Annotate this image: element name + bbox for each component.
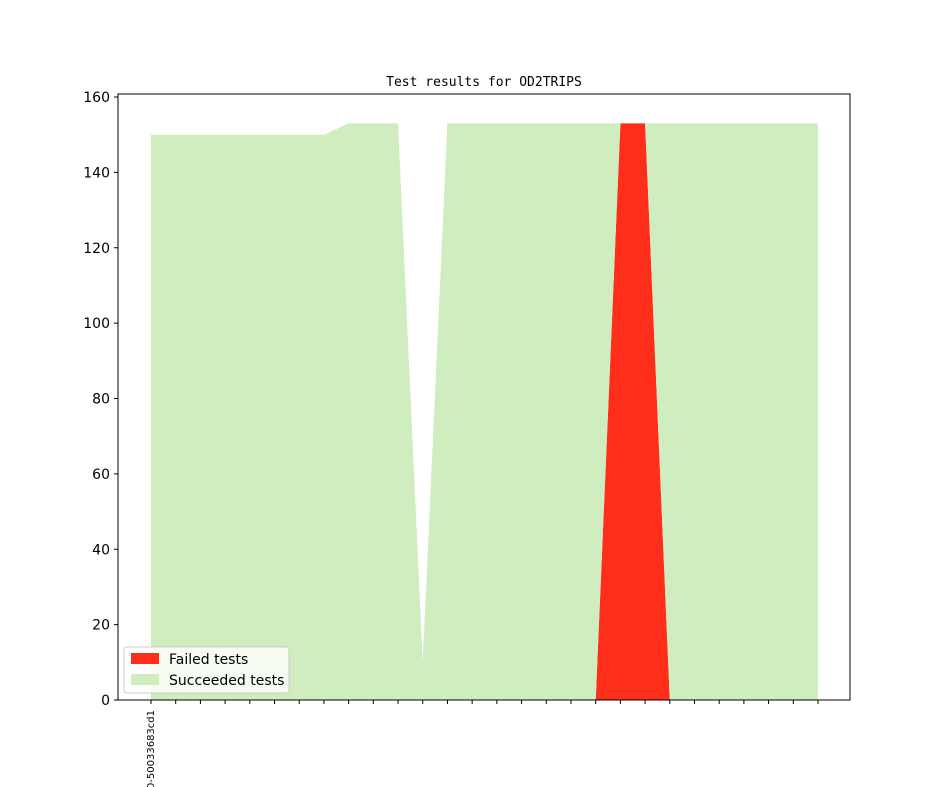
y-tick-label: 80 [92, 392, 110, 408]
legend: Failed tests Succeeded tests [123, 646, 290, 694]
x-tick-label: 0-50033683cd1 [146, 710, 157, 787]
y-tick-label: 20 [92, 618, 110, 634]
area-succeeded-tests [151, 123, 818, 700]
y-tick-label: 60 [92, 467, 110, 483]
plot-frame [117, 93, 851, 701]
x-axis: 0-50033683cd1 [146, 700, 819, 787]
legend-box [123, 646, 290, 694]
legend-label-failed: Failed tests [169, 652, 248, 668]
area-failed-tests [151, 123, 818, 700]
legend-swatch-succeeded [131, 674, 159, 685]
y-tick-label: 40 [92, 542, 110, 558]
plot-areas [151, 123, 818, 700]
legend-swatch-failed [131, 653, 159, 664]
y-axis: 0 20 40 60 80 100 120 140 160 [83, 90, 118, 709]
y-tick-label: 0 [101, 693, 110, 709]
y-tick-label: 120 [83, 241, 110, 257]
legend-label-succeeded: Succeeded tests [169, 673, 284, 689]
chart-title: Test results for OD2TRIPS [386, 75, 582, 90]
y-tick-label: 100 [83, 316, 110, 332]
y-tick-label: 160 [83, 90, 110, 106]
y-tick-label: 140 [83, 165, 110, 181]
